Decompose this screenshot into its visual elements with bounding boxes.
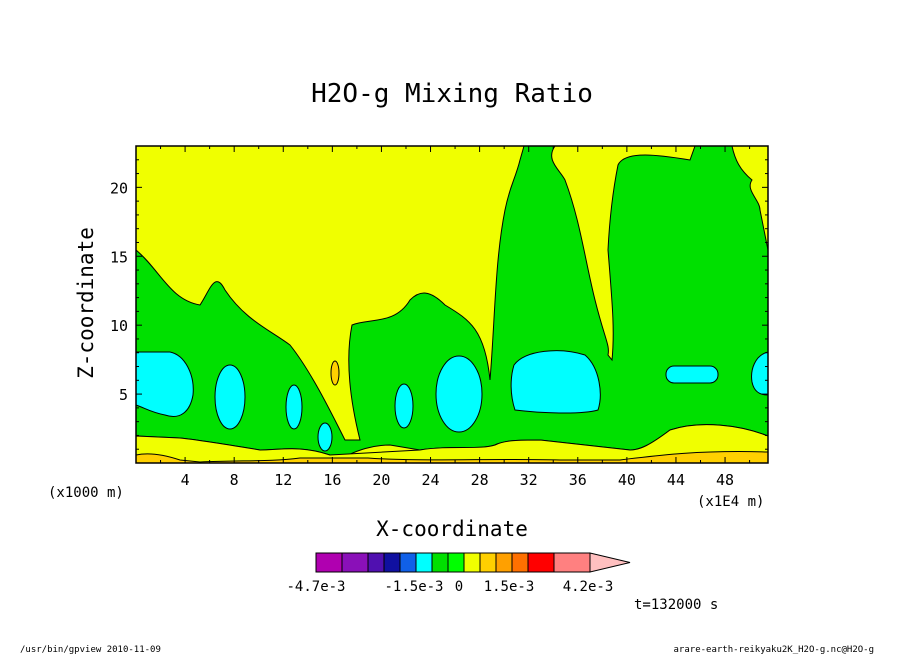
y-tick-label: 5 [119,386,128,404]
x-tick-label: 36 [569,471,587,489]
x-tick-label: 28 [471,471,489,489]
y-axis: 5 10 15 20 [110,159,768,450]
colorbar-swatch [415,552,433,573]
contour-region-cyan [665,365,719,384]
x-tick-label: 16 [323,471,341,489]
colorbar-swatch [431,552,449,573]
x-tick-label: 32 [520,471,538,489]
contour-region-cyan [510,350,601,414]
colorbar-label: 4.2e-3 [563,579,614,595]
colorbar-swatch [553,552,591,573]
colorbar-swatch [399,552,417,573]
colorbar-swatch [479,552,497,573]
y-axis-units: (x1000 m) [48,485,124,501]
colorbar-swatch [341,552,369,573]
x-tick-label: 44 [667,471,685,489]
y-tick-label: 20 [110,179,128,197]
x-tick-label: 40 [618,471,636,489]
y-tick-label: 15 [110,248,128,266]
colorbar-swatch [367,552,385,573]
colorbar-swatch [495,552,513,573]
chart-title: H2O-g Mixing Ratio [311,79,593,109]
x-tick-label: 48 [716,471,734,489]
colorbar-swatch [315,552,343,573]
contour-region-cyan [285,384,303,430]
x-axis-label: X-coordinate [376,517,528,541]
contour-region-cyan [751,351,769,396]
contour-region-cyan [214,364,246,430]
colorbar-arrow [589,552,631,573]
time-label: t=132000 s [634,597,718,613]
x-tick-label: 24 [421,471,439,489]
colorbar [315,552,631,573]
colorbar-label: -4.7e-3 [286,579,345,595]
colorbar-label: -1.5e-3 [384,579,443,595]
colorbar-label: 0 [455,579,463,595]
colorbar-swatch [511,552,529,573]
plot-frame [135,145,769,464]
contour-region-orange [330,360,340,386]
contour-region-cyan [135,351,194,417]
colorbar-swatch [463,552,481,573]
footer-right: arare-earth-reikyaku2K_H2O-g.nc@H2O-g [674,645,874,654]
colorbar-swatch [383,552,401,573]
colorbar-swatch [447,552,465,573]
contour-region-cyan [394,383,414,429]
x-tick-label: 8 [230,471,239,489]
contour-region-cyan [435,355,483,433]
x-tick-label: 20 [372,471,390,489]
x-tick-label: 12 [274,471,292,489]
colorbar-label: 1.5e-3 [484,579,535,595]
plot-area [135,145,769,464]
y-tick-label: 10 [110,317,128,335]
y-axis-label: Z-coordinate [74,227,98,379]
x-tick-label: 4 [181,471,190,489]
x-axis: 4 8 12 16 20 24 28 32 36 40 44 48 [160,146,751,489]
colorbar-swatch [527,552,555,573]
contour-region-cyan [317,422,333,452]
footer-left: /usr/bin/gpview 2010-11-09 [20,645,161,654]
colorbar-labels: -4.7e-3 -1.5e-3 0 1.5e-3 4.2e-3 [286,579,613,595]
x-axis-units: (x1E4 m) [697,494,764,510]
contour-region-orange [135,451,769,464]
contour-region-yellow-low [135,424,769,464]
